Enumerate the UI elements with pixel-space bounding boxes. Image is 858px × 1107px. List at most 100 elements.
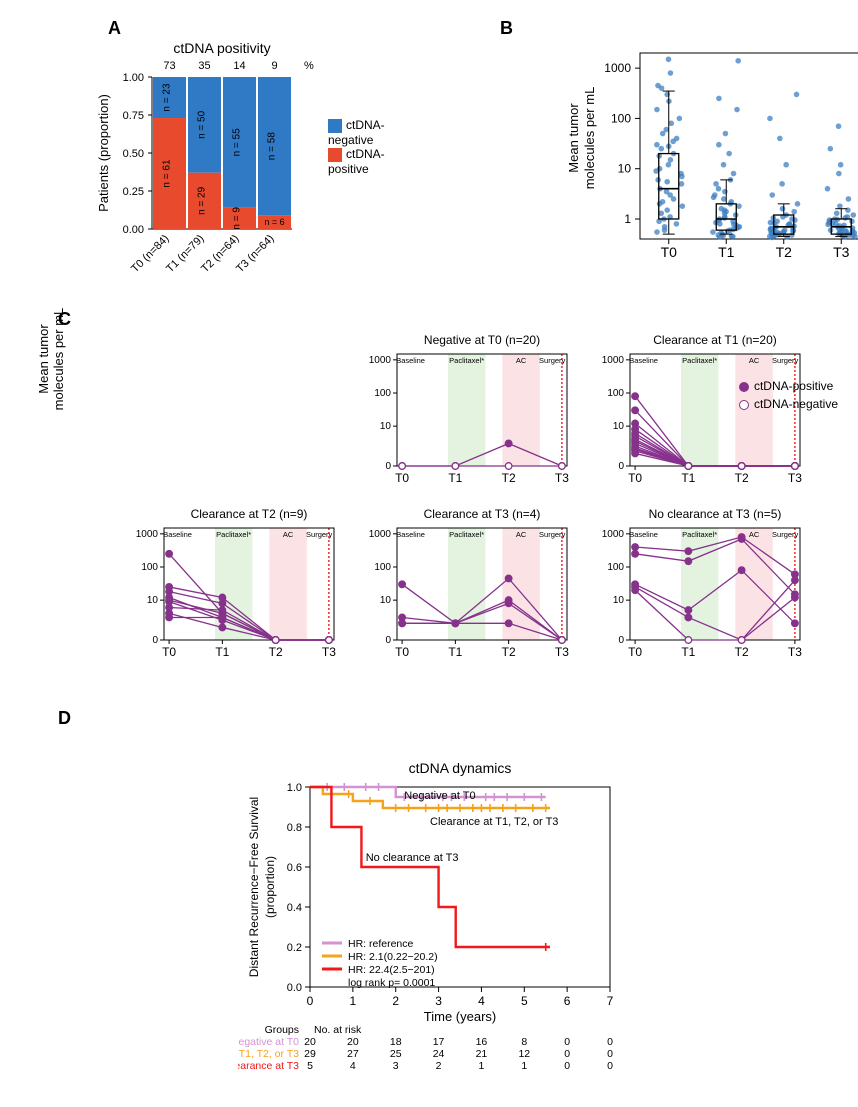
panel-c: C Mean tumormolecules per mL Negative at… <box>18 309 840 678</box>
svg-text:100: 100 <box>607 388 624 399</box>
svg-text:Surgery: Surgery <box>539 530 566 539</box>
svg-text:6: 6 <box>564 994 571 1008</box>
svg-text:T2: T2 <box>502 471 516 485</box>
svg-text:n = 6: n = 6 <box>264 217 284 227</box>
svg-text:0.25: 0.25 <box>123 186 144 198</box>
panel-c-letter: C <box>58 309 840 330</box>
svg-text:Paclitaxel*: Paclitaxel* <box>682 530 717 539</box>
svg-text:4: 4 <box>350 1060 356 1072</box>
svg-text:14: 14 <box>233 60 245 72</box>
svg-text:Clearance at T1 (n=20): Clearance at T1 (n=20) <box>653 333 777 347</box>
svg-text:No clearance at T3: No clearance at T3 <box>238 1060 299 1072</box>
svg-text:T2: T2 <box>502 645 516 659</box>
svg-text:No clearance at T3: No clearance at T3 <box>366 852 459 864</box>
svg-text:0.00: 0.00 <box>123 224 144 236</box>
svg-text:T1: T1 <box>448 471 462 485</box>
svg-text:1000: 1000 <box>602 529 625 540</box>
svg-text:20: 20 <box>304 1036 316 1048</box>
svg-text:10: 10 <box>613 421 625 432</box>
svg-text:3: 3 <box>393 1060 399 1072</box>
svg-text:0: 0 <box>607 1060 613 1072</box>
svg-text:T0: T0 <box>395 471 409 485</box>
svg-text:Surgery: Surgery <box>772 356 799 365</box>
row-ab: A ctDNA positivity7335149%0.000.250.500.… <box>18 18 840 299</box>
svg-text:5: 5 <box>521 994 528 1008</box>
svg-text:Negative at T0: Negative at T0 <box>404 790 475 802</box>
panel-c-mini: Clearance at T2 (n=9)BaselinePaclitaxel*… <box>122 506 347 676</box>
svg-text:100: 100 <box>374 388 391 399</box>
svg-text:1: 1 <box>624 212 631 226</box>
panel-a-legend: ctDNA-negative ctDNA-positive <box>328 118 390 176</box>
svg-text:1.00: 1.00 <box>123 72 144 84</box>
panel-d-wrap: D ctDNA dynamics0.00.20.40.60.81.0012345… <box>18 708 840 1089</box>
svg-text:ctDNA positivity: ctDNA positivity <box>173 40 270 56</box>
svg-text:Clearance at T2 (n=9): Clearance at T2 (n=9) <box>191 507 308 521</box>
svg-text:Clearance at T3 (n=4): Clearance at T3 (n=4) <box>424 507 541 521</box>
svg-text:Baseline: Baseline <box>163 530 192 539</box>
panel-c-mini: Negative at T0 (n=20)BaselinePaclitaxel*… <box>355 332 580 502</box>
svg-text:0.4: 0.4 <box>287 902 302 914</box>
panel-b: B 1101001000Mean tumormolecules per mLT0… <box>500 18 858 299</box>
svg-text:18: 18 <box>390 1036 402 1048</box>
svg-text:0.50: 0.50 <box>123 148 144 160</box>
svg-text:Paclitaxel*: Paclitaxel* <box>682 356 717 365</box>
svg-text:100: 100 <box>374 562 391 573</box>
svg-text:molecules per mL: molecules per mL <box>582 87 597 190</box>
svg-text:T0: T0 <box>628 645 642 659</box>
svg-text:100: 100 <box>607 562 624 573</box>
svg-text:No clearance at T3 (n=5): No clearance at T3 (n=5) <box>649 507 782 521</box>
svg-text:HR: 2.1(0.22−20.2): HR: 2.1(0.22−20.2) <box>348 951 438 963</box>
svg-text:T0: T0 <box>395 645 409 659</box>
svg-text:7: 7 <box>607 994 614 1008</box>
panel-b-chart: 1101001000Mean tumormolecules per mLT0T1… <box>560 39 858 269</box>
legend-swatch-pos <box>328 148 342 162</box>
svg-text:T3: T3 <box>322 645 336 659</box>
svg-text:T3: T3 <box>788 471 802 485</box>
svg-text:Baseline: Baseline <box>396 356 425 365</box>
svg-text:0: 0 <box>564 1060 570 1072</box>
svg-text:T1: T1 <box>448 645 462 659</box>
svg-text:T2: T2 <box>735 645 749 659</box>
svg-text:0.75: 0.75 <box>123 110 144 122</box>
svg-text:HR: reference: HR: reference <box>348 938 414 950</box>
svg-text:Patients (proportion): Patients (proportion) <box>96 94 111 212</box>
svg-text:HR: 22.4(2.5−201): HR: 22.4(2.5−201) <box>348 964 435 976</box>
svg-text:0: 0 <box>607 1036 613 1048</box>
svg-text:T3 (n=64): T3 (n=64) <box>234 233 276 275</box>
svg-text:0.2: 0.2 <box>287 942 302 954</box>
svg-text:No. at risk: No. at risk <box>314 1024 362 1036</box>
svg-text:AC: AC <box>749 530 760 539</box>
svg-text:n = 55: n = 55 <box>232 128 243 157</box>
svg-text:0: 0 <box>152 635 158 646</box>
svg-text:AC: AC <box>749 356 760 365</box>
svg-text:4: 4 <box>478 994 485 1008</box>
svg-text:T2: T2 <box>735 471 749 485</box>
svg-text:T1: T1 <box>718 244 735 260</box>
svg-text:0.6: 0.6 <box>287 862 302 874</box>
svg-text:Paclitaxel*: Paclitaxel* <box>449 356 484 365</box>
svg-text:Surgery: Surgery <box>306 530 333 539</box>
svg-text:20: 20 <box>347 1036 359 1048</box>
svg-text:n = 61: n = 61 <box>162 159 173 188</box>
svg-text:T2: T2 <box>269 645 283 659</box>
svg-text:1000: 1000 <box>604 61 631 75</box>
panel-c-grid: Negative at T0 (n=20)BaselinePaclitaxel*… <box>118 330 840 678</box>
legend-swatch-neg <box>328 119 342 133</box>
svg-text:AC: AC <box>283 530 294 539</box>
svg-text:%: % <box>304 60 314 72</box>
svg-text:AC: AC <box>516 356 527 365</box>
svg-text:5: 5 <box>307 1060 313 1072</box>
panel-c-legend: ctDNA-positive ctDNA-negative <box>739 379 838 415</box>
svg-text:T1: T1 <box>215 645 229 659</box>
svg-text:1000: 1000 <box>369 355 392 366</box>
svg-text:0.0: 0.0 <box>287 982 302 994</box>
svg-text:0: 0 <box>618 635 624 646</box>
svg-text:3: 3 <box>435 994 442 1008</box>
svg-text:n = 29: n = 29 <box>197 186 208 215</box>
svg-text:ctDNA dynamics: ctDNA dynamics <box>409 760 512 776</box>
svg-text:T0: T0 <box>661 244 678 260</box>
panel-c-mini <box>122 332 347 502</box>
svg-text:17: 17 <box>433 1036 445 1048</box>
svg-text:n = 58: n = 58 <box>267 132 278 161</box>
svg-text:0: 0 <box>564 1036 570 1048</box>
